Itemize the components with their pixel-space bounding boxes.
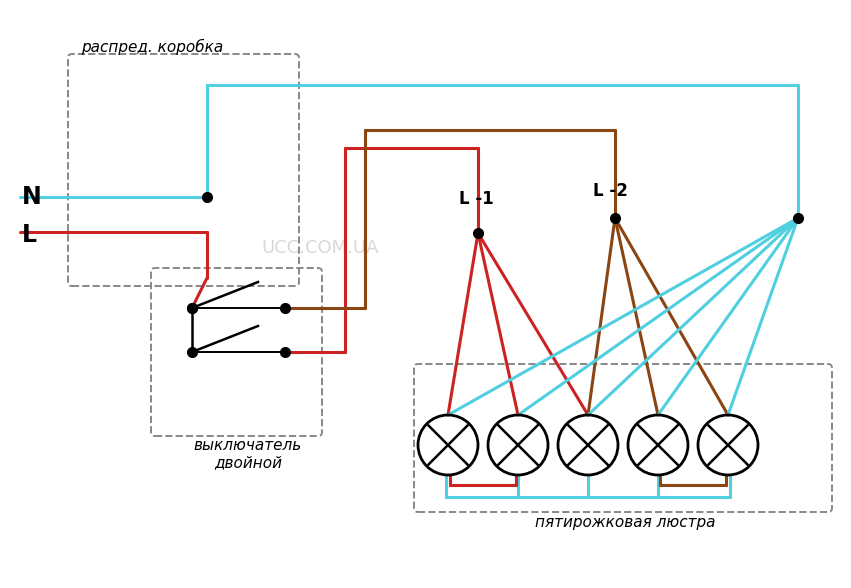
- Text: двойной: двойной: [214, 455, 282, 470]
- Text: пятирожковая люстра: пятирожковая люстра: [534, 515, 715, 530]
- Text: N: N: [22, 185, 42, 209]
- Text: UCC.COM.UA: UCC.COM.UA: [261, 239, 379, 257]
- Text: выключатель: выключатель: [194, 438, 302, 453]
- Text: L: L: [22, 223, 37, 247]
- Text: L -2: L -2: [592, 182, 627, 200]
- Text: распред. коробка: распред. коробка: [81, 39, 223, 55]
- Text: L -1: L -1: [459, 190, 494, 208]
